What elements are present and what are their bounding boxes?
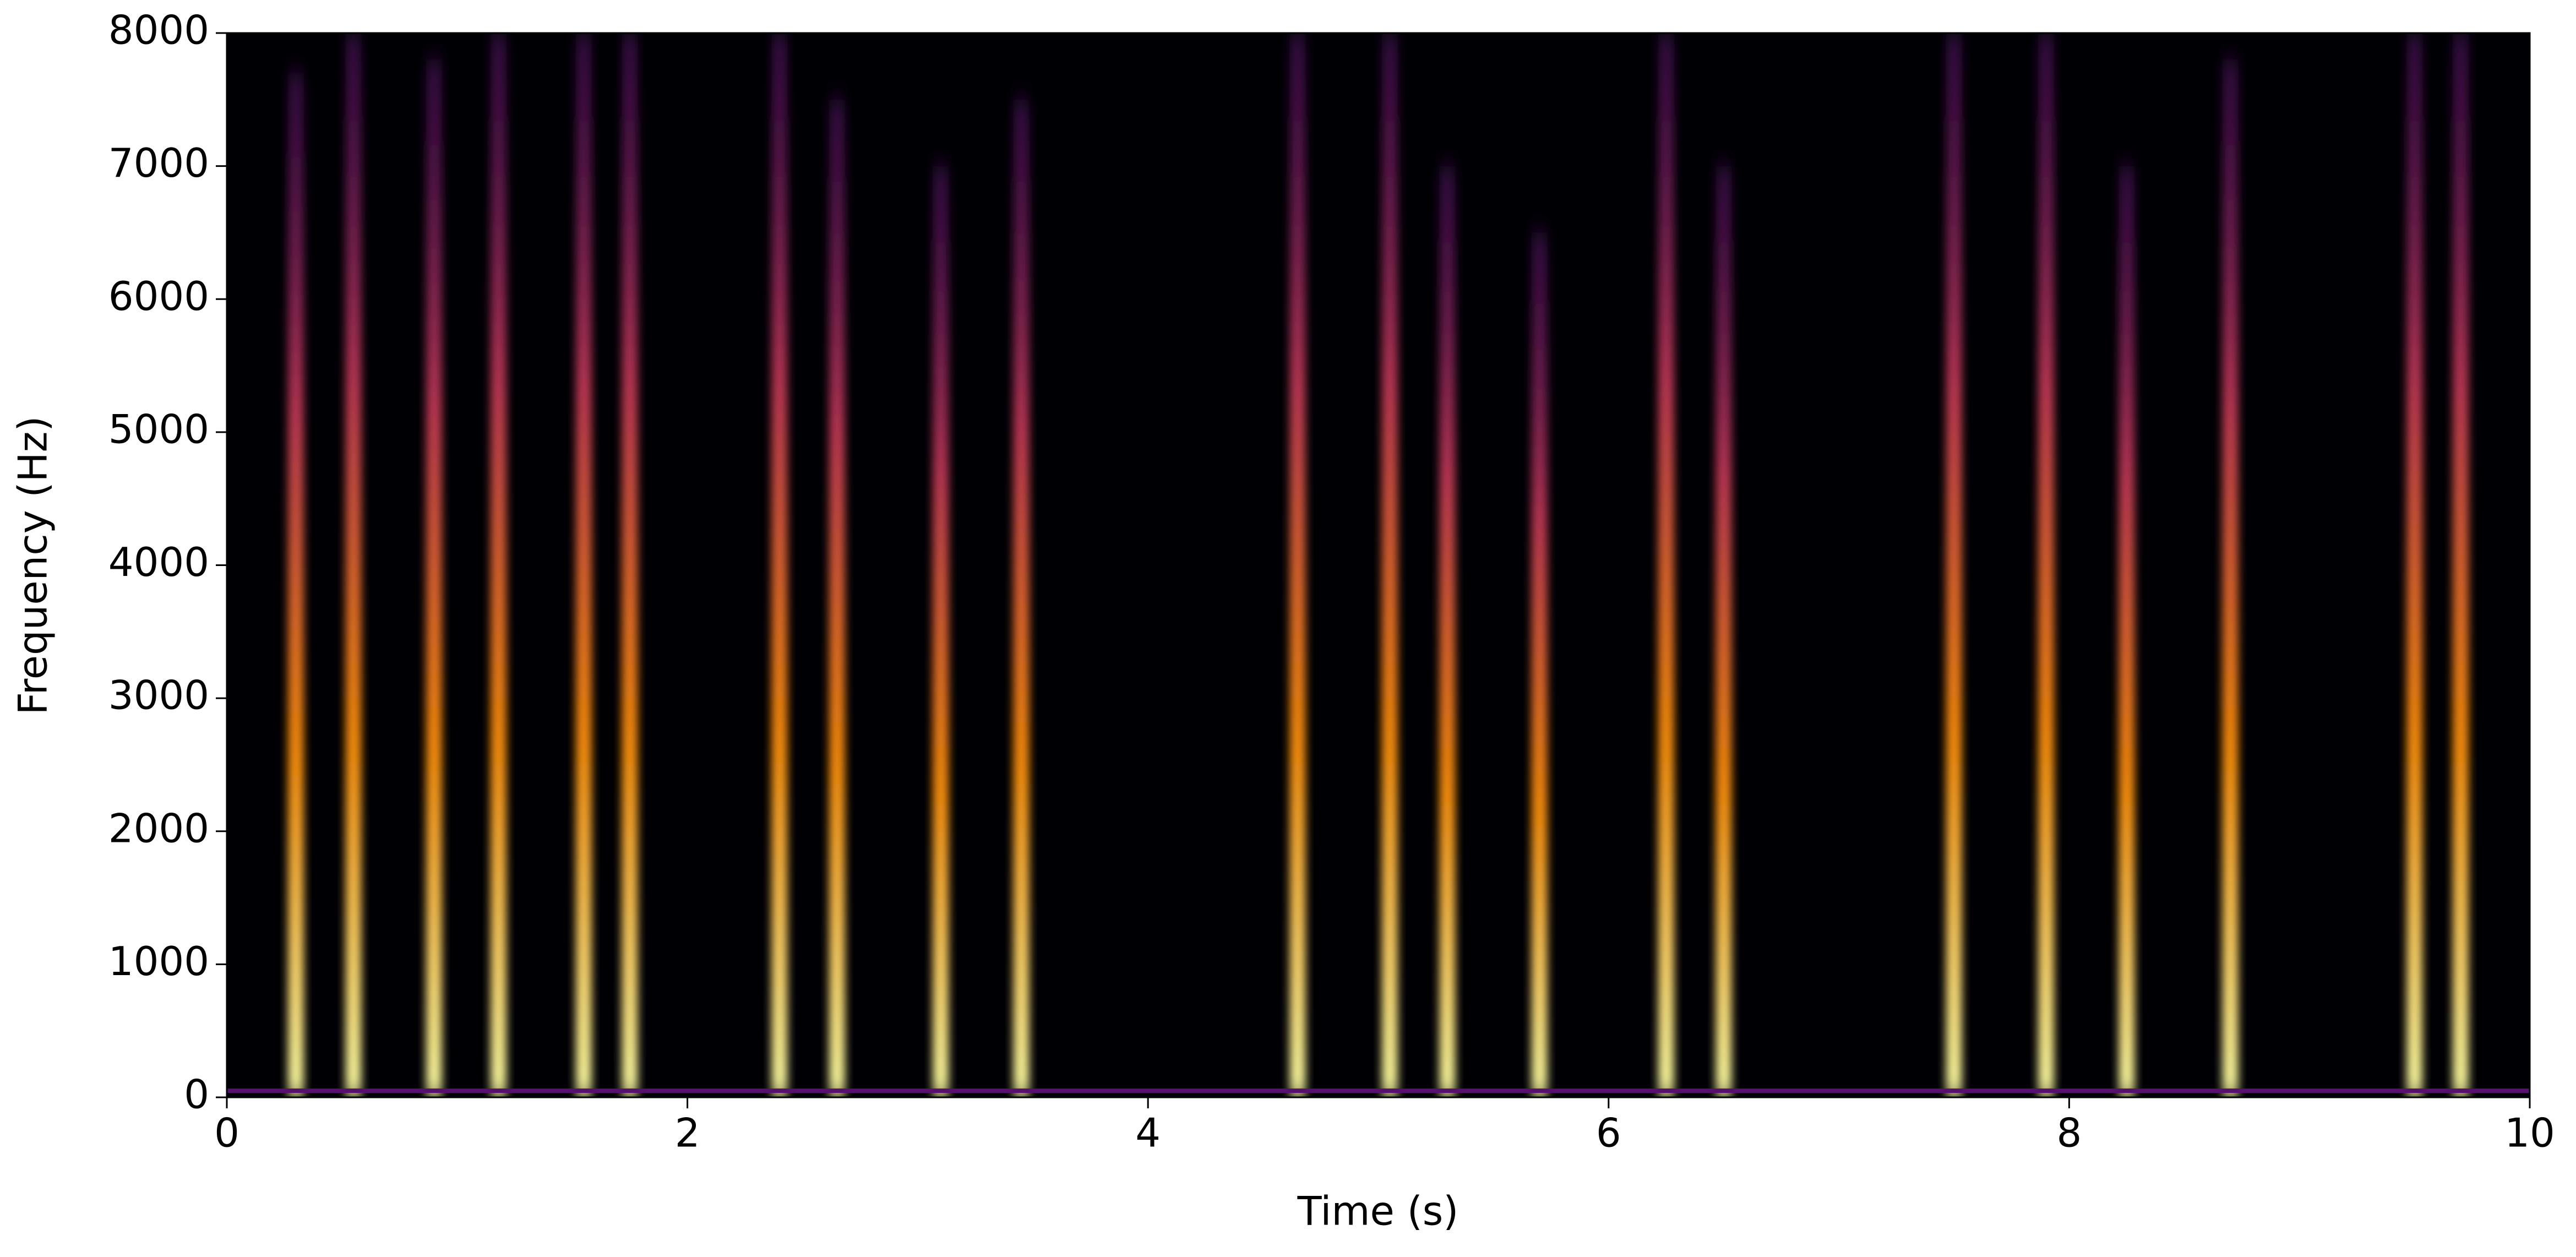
spectral-streak — [2222, 59, 2239, 1097]
spectral-streak — [933, 166, 949, 1097]
spectral-streak — [1289, 33, 1306, 1097]
y-tick-label: 3000 — [108, 672, 209, 719]
spectral-streak — [2118, 166, 2135, 1097]
spectral-streak — [1946, 33, 1962, 1097]
x-tick-label: 0 — [214, 1110, 239, 1156]
baseline-band — [227, 1089, 2530, 1093]
streaks — [227, 33, 2530, 1097]
plot-background — [227, 33, 2530, 1097]
y-tick-label: 6000 — [108, 273, 209, 319]
x-tick-label: 10 — [2504, 1110, 2555, 1156]
spectral-streak — [575, 33, 592, 1097]
x-tick-label: 4 — [1135, 1110, 1161, 1156]
spectral-streak — [1715, 166, 1732, 1097]
spectral-streak — [2452, 33, 2469, 1097]
y-tick-label: 1000 — [108, 938, 209, 984]
y-tick-label: 7000 — [108, 140, 209, 186]
x-tick-label: 6 — [1596, 1110, 1621, 1156]
spectral-streak — [345, 33, 362, 1097]
spectral-streak — [1658, 33, 1675, 1097]
spectral-streak — [1381, 33, 1398, 1097]
y-tick-label: 0 — [184, 1071, 209, 1118]
y-tick-label: 4000 — [108, 539, 209, 585]
spectral-streak — [771, 33, 788, 1097]
spectral-streak — [1531, 232, 1548, 1097]
plot-frame — [226, 32, 2531, 1098]
x-tick-label: 2 — [675, 1110, 700, 1156]
spectral-streak — [426, 59, 443, 1097]
spectral-streak — [1439, 166, 1456, 1097]
y-tick-label: 2000 — [108, 805, 209, 851]
x-axis-label: Time (s) — [1297, 1188, 1459, 1234]
spectral-streak — [287, 73, 304, 1097]
spectral-streak — [490, 33, 507, 1097]
spectral-streak — [1013, 99, 1030, 1097]
spectral-streak — [2038, 33, 2055, 1097]
x-tick-label: 8 — [2056, 1110, 2082, 1156]
spectral-streak — [622, 33, 638, 1097]
y-tick-label: 8000 — [108, 7, 209, 53]
y-axis-label: Frequency (Hz) — [10, 416, 56, 715]
spectral-streak — [2406, 33, 2423, 1097]
spectral-streak — [829, 99, 846, 1097]
y-tick-label: 5000 — [108, 406, 209, 452]
